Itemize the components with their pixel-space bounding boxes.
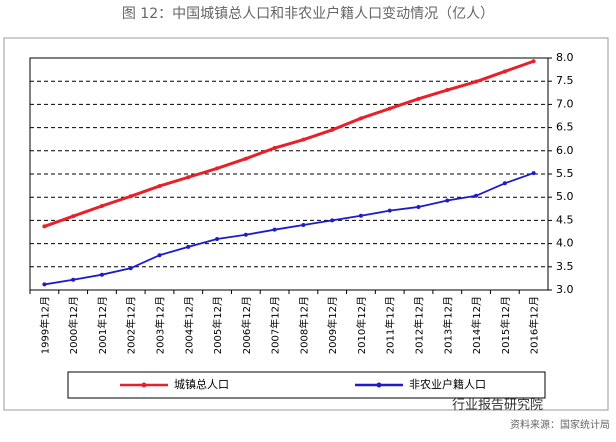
- data-point: [42, 282, 47, 287]
- x-tick-label: 2016年12月: [528, 296, 541, 354]
- x-tick-label: 2001年12月: [96, 296, 109, 354]
- data-point: [387, 106, 392, 111]
- y-tick-label: 7.0: [556, 97, 574, 110]
- x-tick-label: 2007年12月: [269, 296, 282, 354]
- data-point: [358, 116, 363, 121]
- data-point: [186, 244, 191, 249]
- legend-box: [67, 371, 546, 399]
- legend-label: 非农业户籍人口: [409, 377, 486, 391]
- x-tick-label: 2004年12月: [182, 296, 195, 354]
- x-tick-label: 2005年12月: [211, 296, 224, 354]
- x-tick-label: 1999年12月: [38, 296, 51, 354]
- series-line: [43, 59, 535, 228]
- watermark: 行业报告研究院: [452, 398, 543, 413]
- data-point: [387, 208, 392, 213]
- data-point: [445, 198, 450, 203]
- x-tick-label: 2006年12月: [240, 296, 253, 354]
- legend-marker: [141, 382, 147, 388]
- data-point: [215, 236, 220, 241]
- data-point: [215, 166, 220, 171]
- data-point: [42, 224, 47, 229]
- data-point: [301, 223, 306, 228]
- legend-marker: [376, 382, 382, 388]
- series-line: [44, 172, 534, 286]
- y-tick-label: 3.5: [556, 260, 574, 273]
- data-point: [243, 232, 248, 237]
- data-point: [502, 69, 507, 74]
- data-point: [301, 137, 306, 142]
- data-point: [157, 253, 162, 258]
- x-tick-label: 2009年12月: [326, 296, 339, 354]
- legend-label: 城镇总人口: [174, 377, 229, 391]
- y-tick-label: 5.0: [556, 190, 574, 203]
- y-tick-label: 8.0: [556, 51, 574, 64]
- y-tick-label: 6.5: [556, 121, 574, 134]
- data-point: [157, 184, 162, 189]
- y-tick-label: 4.5: [556, 213, 574, 226]
- chart-frame: [3, 37, 609, 411]
- x-tick-label: 2000年12月: [67, 296, 80, 354]
- data-point: [474, 193, 479, 198]
- y-tick-label: 7.5: [556, 74, 574, 87]
- y-tick-label: 4.0: [556, 237, 574, 250]
- data-point: [71, 214, 76, 219]
- data-point: [128, 194, 133, 199]
- data-point: [243, 156, 248, 161]
- x-tick-label: 2012年12月: [413, 296, 426, 354]
- data-point: [358, 213, 363, 218]
- data-point: [330, 218, 335, 223]
- x-tick-label: 2002年12月: [125, 296, 138, 354]
- data-point: [474, 79, 479, 84]
- x-tick-label: 2008年12月: [297, 296, 310, 354]
- data-point: [502, 181, 507, 186]
- data-point: [272, 227, 277, 232]
- x-tick-label: 2013年12月: [441, 296, 454, 354]
- y-tick-label: 3.0: [556, 283, 574, 296]
- x-tick-label: 2011年12月: [384, 296, 397, 354]
- x-tick-label: 2010年12月: [355, 296, 368, 354]
- data-point: [416, 204, 421, 209]
- data-point: [128, 266, 133, 271]
- data-point: [445, 88, 450, 93]
- data-point: [186, 175, 191, 180]
- data-point: [99, 204, 104, 209]
- y-tick-label: 5.5: [556, 167, 574, 180]
- x-tick-label: 2003年12月: [154, 296, 167, 354]
- data-point: [330, 127, 335, 132]
- x-tick-label: 2015年12月: [499, 296, 512, 354]
- data-point: [272, 146, 277, 151]
- chart-title: 图 12：中国城镇总人口和非农业户籍人口变动情况（亿人）: [122, 5, 494, 22]
- data-point: [71, 277, 76, 282]
- data-point: [531, 171, 536, 176]
- x-tick-label: 2014年12月: [470, 296, 483, 354]
- data-point: [99, 272, 104, 277]
- y-tick-label: 6.0: [556, 144, 574, 157]
- source-note: 资料来源：国家统计局: [510, 418, 610, 431]
- data-point: [416, 96, 421, 101]
- data-point: [531, 59, 536, 64]
